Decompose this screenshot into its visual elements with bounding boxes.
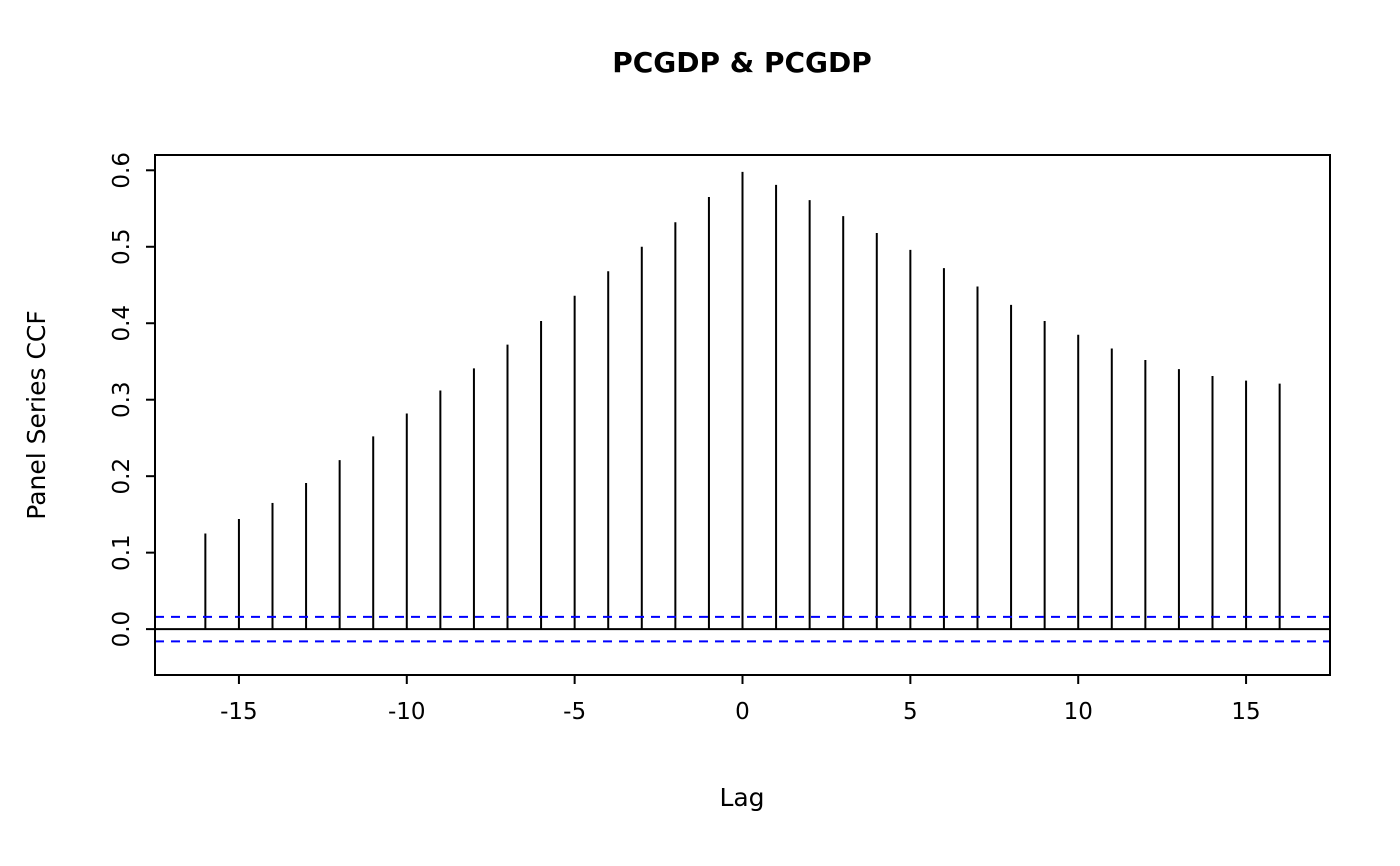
y-tick-label: 0.2 — [109, 458, 135, 495]
x-tick-label: 15 — [1231, 699, 1260, 725]
y-tick-label: 0.4 — [109, 305, 135, 342]
plot-border — [154, 154, 1331, 676]
y-tick-label: 0.6 — [109, 152, 135, 189]
x-tick-label: -15 — [220, 699, 258, 725]
x-axis-label: Lag — [719, 783, 764, 812]
y-axis-label: Panel Series CCF — [22, 310, 51, 520]
x-tick-label: 0 — [735, 699, 750, 725]
y-tick-label: 0.3 — [109, 381, 135, 418]
y-tick-label: 0.0 — [109, 611, 135, 648]
y-tick-label: 0.1 — [109, 534, 135, 571]
y-tick-label: 0.5 — [109, 228, 135, 265]
x-tick-label: 5 — [903, 699, 918, 725]
x-tick-label: 10 — [1064, 699, 1093, 725]
chart-title: PCGDP & PCGDP — [612, 46, 872, 79]
x-tick-label: -10 — [388, 699, 426, 725]
plot-area: -15 -10 -5 0 5 10 15 0.0 0.1 0.2 0.3 0.4 0.5 0.6 — [109, 152, 1331, 725]
x-tick-label: -5 — [563, 699, 586, 725]
